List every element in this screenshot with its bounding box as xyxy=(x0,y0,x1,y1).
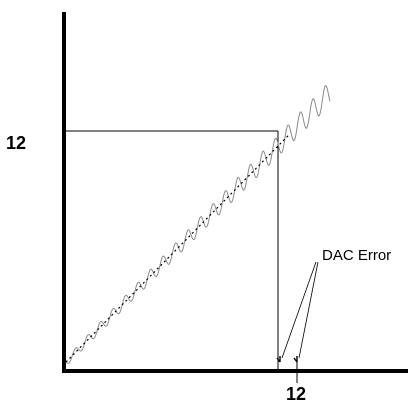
y-tick-label: 12 xyxy=(6,133,26,153)
x-tick-label: 12 xyxy=(286,384,306,403)
annotation-leader-right xyxy=(298,261,319,359)
error-marker-left xyxy=(276,356,281,363)
ideal-dotted-line xyxy=(65,133,291,363)
dac-error-annotation: DAC Error xyxy=(322,247,391,264)
signal-wave xyxy=(65,85,331,364)
annotation-leader-left xyxy=(281,261,317,359)
